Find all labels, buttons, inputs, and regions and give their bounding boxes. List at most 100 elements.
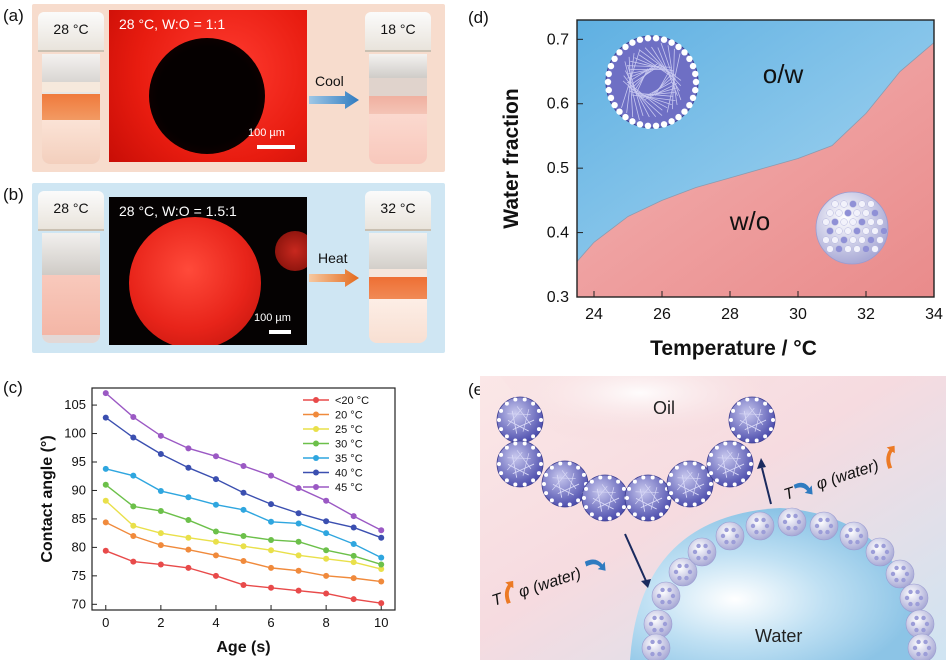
data-point [157,507,164,514]
y-tick-label: 0.3 [547,289,569,306]
large-microgel [666,460,714,508]
y-axis-label: Contact angle (°) [39,435,56,562]
data-point [295,587,302,594]
data-point [295,552,302,559]
small-microgel [643,609,673,639]
y-tick-label: 90 [72,482,86,497]
legend-label: <20 °C [335,395,369,407]
data-point [102,481,109,488]
series-line [105,521,382,583]
small-microgel [745,511,775,541]
x-axis-label: Temperature / °C [650,337,817,360]
y-tick-label: 0.7 [547,31,569,48]
legend-marker [313,426,319,432]
data-point [268,547,275,554]
phase-boundary [576,42,935,262]
small-microgel [899,583,929,613]
schematic-e: Oil Water T φ (water) T φ (water) [480,376,946,660]
legend-label: 40 °C [335,468,363,480]
legend-label: 25 °C [335,424,363,436]
scale-b-text: 100 µm [254,312,291,324]
data-point [240,581,247,588]
data-point [268,518,275,525]
data-point [378,566,385,573]
cool-arrow-icon [309,91,359,109]
phi-increase-arrow-icon [886,445,895,469]
data-point [240,543,247,550]
data-point [102,414,109,421]
plot-frame [576,19,935,298]
small-microgel [641,633,671,660]
vial-b-right: 32 °C [365,191,431,343]
small-microgel [668,557,698,587]
y-tick-label: 100 [64,426,86,441]
small-microgel [715,521,745,551]
data-point [157,432,164,439]
legend-marker [313,397,319,403]
data-point [268,564,275,571]
data-point [378,554,385,561]
legend-label: 30 °C [335,439,363,451]
panel-c-label: (c) [3,378,23,397]
x-tick-label: 24 [585,306,603,323]
data-point [268,584,275,591]
panel-b-label: (b) [3,185,24,204]
x-tick-label: 2 [157,615,164,630]
data-point [185,517,192,524]
arrow-down-line [624,533,647,582]
region-label-ow: o/w [763,59,804,89]
data-point [268,501,275,508]
small-microgel [839,521,869,551]
legend-marker [313,455,319,461]
x-tick-label: 28 [721,306,739,323]
t-increase-arrow-icon [504,580,514,604]
vial-a-right: 18 °C [365,12,431,164]
heat-arrow-icon [309,269,359,287]
data-point [185,546,192,553]
data-point [295,510,302,517]
large-microgel [728,396,776,444]
data-point [378,527,385,534]
data-point [323,555,330,562]
x-tick-label: 8 [323,615,330,630]
data-point [240,462,247,469]
x-tick-label: 6 [267,615,274,630]
oil-label: Oil [653,398,675,418]
y-tick-label: 0.5 [547,160,569,177]
y-tick-label: 80 [72,539,86,554]
data-point [323,572,330,579]
data-point [350,596,357,603]
x-tick-label: 10 [374,615,388,630]
data-point [295,538,302,545]
small-microgel [777,507,807,537]
x-tick-label: 34 [925,306,943,323]
scale-b-bar [269,330,291,334]
region-label-wo: w/o [729,206,770,236]
data-point [378,534,385,541]
data-point [323,530,330,537]
data-point [240,558,247,565]
large-microgel [706,440,754,488]
data-point [212,538,219,545]
data-point [350,524,357,531]
oil-interface-particles [496,396,776,522]
data-point [102,390,109,397]
small-microgel [687,537,717,567]
micrograph-b-title: 28 °C, W:O = 1.5:1 [119,203,237,219]
microgel-particle-large [604,34,700,130]
y-tick-label: 85 [72,511,86,526]
contact-angle-chart: 0 2 4 6 8 10 70 75 80 85 90 95 100 105 Age (s) Contact … [39,387,396,656]
data-point [102,497,109,504]
data-point [212,501,219,508]
legend-marker [313,440,319,447]
t-decrease-arrow-icon [793,482,813,495]
legend-label: 35 °C [335,453,363,465]
data-point [157,451,164,458]
data-point [212,552,219,559]
data-point [212,453,219,460]
data-point [157,542,164,549]
data-point [130,503,137,510]
data-point [102,519,109,526]
vial-b-right-temp: 32 °C [380,200,416,216]
data-point [323,547,330,554]
